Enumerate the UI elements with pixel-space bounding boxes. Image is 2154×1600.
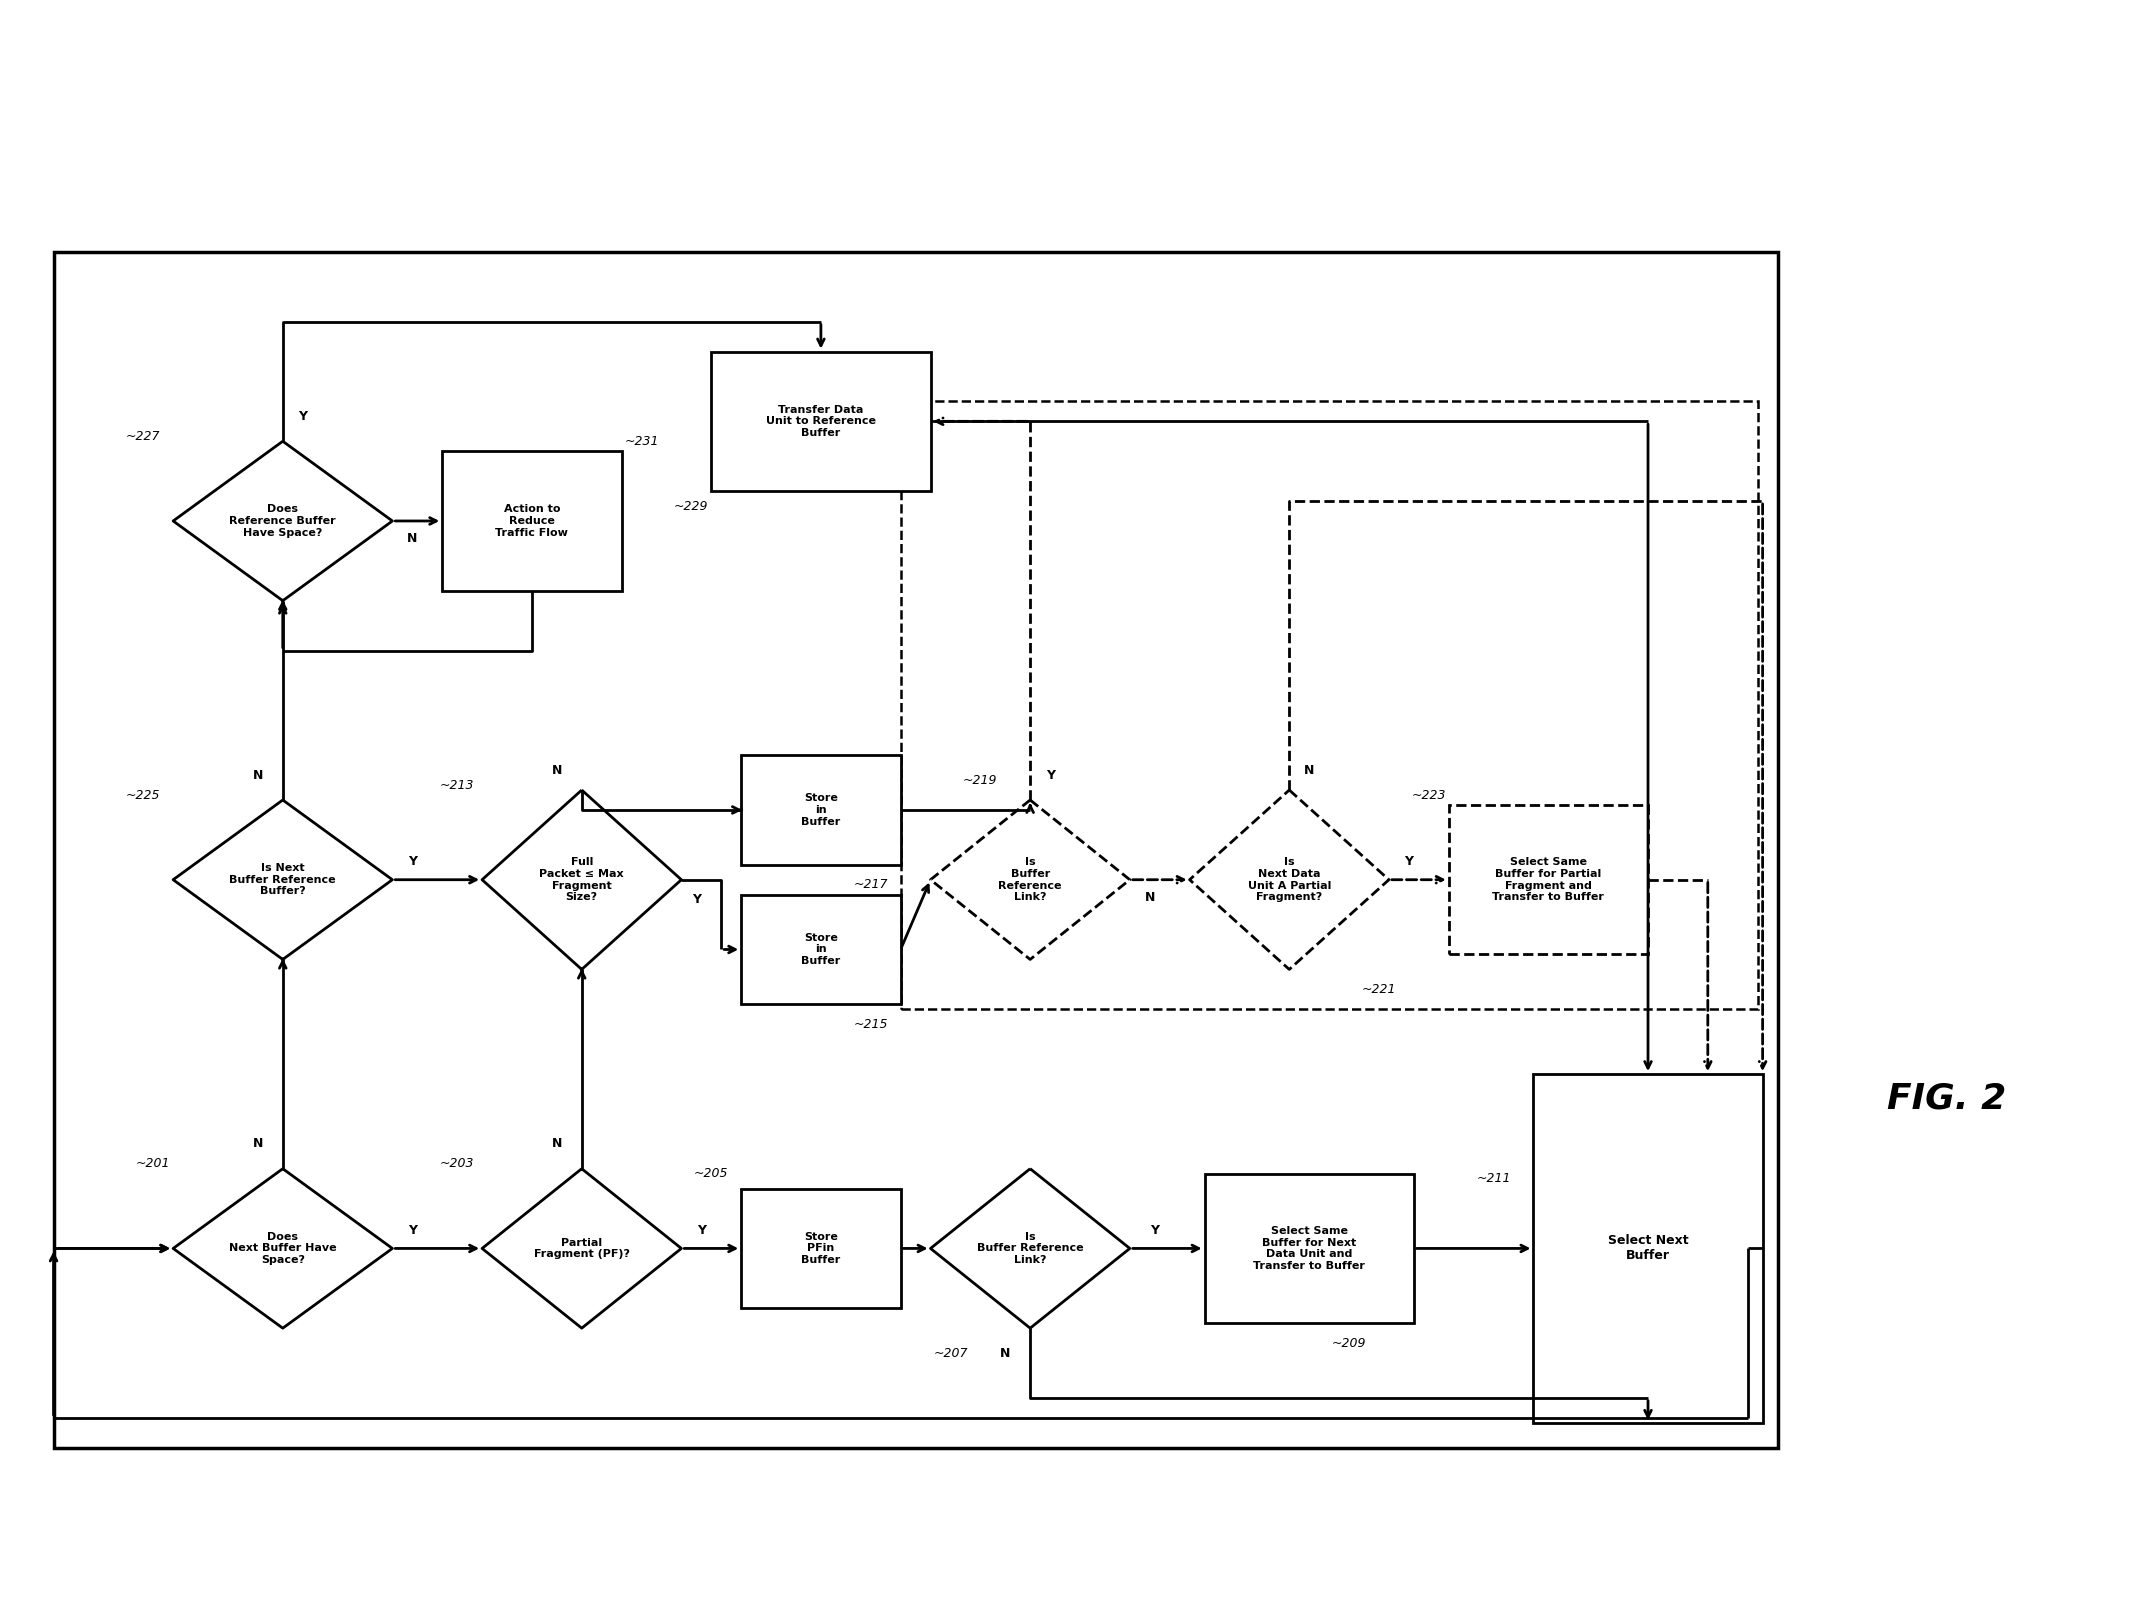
Text: ~223: ~223: [1411, 789, 1445, 802]
Text: ~201: ~201: [136, 1157, 170, 1170]
Text: N: N: [999, 1347, 1010, 1360]
Text: Store
in
Buffer: Store in Buffer: [801, 933, 840, 966]
FancyBboxPatch shape: [1204, 1174, 1413, 1323]
Text: Store
PFin
Buffer: Store PFin Buffer: [801, 1232, 840, 1266]
Text: Select Same
Buffer for Partial
Fragment and
Transfer to Buffer: Select Same Buffer for Partial Fragment …: [1493, 858, 1605, 902]
Text: Is
Buffer
Reference
Link?: Is Buffer Reference Link?: [999, 858, 1062, 902]
Text: ~231: ~231: [625, 435, 659, 448]
Text: ~229: ~229: [674, 499, 709, 512]
Text: ~227: ~227: [125, 430, 162, 443]
Text: N: N: [551, 1138, 562, 1150]
FancyBboxPatch shape: [741, 755, 900, 864]
Text: Transfer Data
Unit to Reference
Buffer: Transfer Data Unit to Reference Buffer: [767, 405, 877, 438]
Text: Y: Y: [407, 1224, 418, 1237]
FancyBboxPatch shape: [1534, 1074, 1762, 1422]
Text: Partial
Fragment (PF)?: Partial Fragment (PF)?: [534, 1238, 629, 1259]
FancyBboxPatch shape: [1450, 805, 1648, 955]
Text: Full
Packet ≤ Max
Fragment
Size?: Full Packet ≤ Max Fragment Size?: [538, 858, 625, 902]
Text: Y: Y: [691, 893, 700, 906]
Text: ~207: ~207: [933, 1347, 967, 1360]
Text: Y: Y: [1404, 856, 1413, 869]
FancyBboxPatch shape: [711, 352, 931, 491]
Text: Is Next
Buffer Reference
Buffer?: Is Next Buffer Reference Buffer?: [230, 862, 336, 896]
Text: Y: Y: [1045, 768, 1055, 781]
Text: Y: Y: [407, 856, 418, 869]
Text: Is
Next Data
Unit A Partial
Fragment?: Is Next Data Unit A Partial Fragment?: [1247, 858, 1331, 902]
FancyBboxPatch shape: [741, 894, 900, 1005]
Text: ~203: ~203: [439, 1157, 474, 1170]
Text: Is
Buffer Reference
Link?: Is Buffer Reference Link?: [978, 1232, 1083, 1266]
Text: N: N: [252, 1138, 263, 1150]
Text: Store
in
Buffer: Store in Buffer: [801, 794, 840, 827]
Text: ~219: ~219: [963, 773, 997, 787]
Text: Does
Next Buffer Have
Space?: Does Next Buffer Have Space?: [228, 1232, 336, 1266]
Text: ~209: ~209: [1331, 1336, 1366, 1350]
Text: Select Same
Buffer for Next
Data Unit and
Transfer to Buffer: Select Same Buffer for Next Data Unit an…: [1254, 1226, 1366, 1270]
Text: ~217: ~217: [853, 878, 887, 891]
Text: Does
Reference Buffer
Have Space?: Does Reference Buffer Have Space?: [230, 504, 336, 538]
Text: Select Next
Buffer: Select Next Buffer: [1607, 1235, 1689, 1262]
Text: N: N: [252, 768, 263, 781]
FancyBboxPatch shape: [54, 251, 1777, 1448]
Text: ~225: ~225: [125, 789, 162, 802]
Text: Y: Y: [696, 1224, 707, 1237]
FancyBboxPatch shape: [442, 451, 623, 590]
Text: FIG. 2: FIG. 2: [1887, 1082, 2008, 1115]
Text: Y: Y: [1150, 1224, 1159, 1237]
Text: N: N: [1144, 891, 1155, 904]
Text: Action to
Reduce
Traffic Flow: Action to Reduce Traffic Flow: [495, 504, 569, 538]
Text: ~221: ~221: [1361, 982, 1396, 995]
Text: ~211: ~211: [1475, 1173, 1510, 1186]
Text: N: N: [1303, 763, 1314, 776]
Text: N: N: [551, 763, 562, 776]
FancyBboxPatch shape: [900, 402, 1758, 1010]
Text: Y: Y: [297, 410, 308, 422]
Text: ~213: ~213: [439, 779, 474, 792]
FancyBboxPatch shape: [741, 1189, 900, 1309]
Text: ~205: ~205: [694, 1166, 728, 1181]
Text: N: N: [407, 533, 418, 546]
Text: ~215: ~215: [853, 1018, 887, 1030]
